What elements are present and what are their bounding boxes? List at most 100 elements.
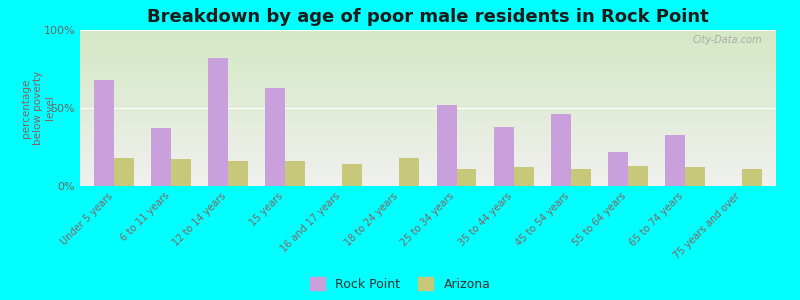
- Bar: [80, 85, 776, 86]
- Bar: [208, 58, 228, 186]
- Bar: [80, 181, 776, 183]
- Bar: [80, 124, 776, 125]
- Bar: [80, 88, 776, 89]
- Bar: [80, 64, 776, 66]
- Bar: [80, 33, 776, 35]
- Bar: [80, 161, 776, 163]
- Bar: [80, 110, 776, 111]
- Bar: [80, 32, 776, 33]
- Bar: [80, 119, 776, 121]
- Bar: [80, 178, 776, 180]
- Bar: [80, 130, 776, 131]
- Bar: [80, 173, 776, 175]
- Bar: [80, 166, 776, 167]
- Bar: [80, 100, 776, 102]
- Bar: [80, 128, 776, 130]
- Bar: [80, 106, 776, 108]
- Bar: [80, 46, 776, 47]
- Bar: [80, 86, 776, 88]
- Bar: [514, 167, 534, 186]
- Bar: [685, 167, 705, 186]
- Bar: [80, 108, 776, 110]
- Bar: [80, 58, 776, 60]
- Bar: [80, 164, 776, 166]
- Bar: [94, 80, 114, 186]
- Bar: [80, 69, 776, 70]
- Bar: [80, 52, 776, 53]
- Bar: [80, 133, 776, 134]
- Bar: [80, 160, 776, 161]
- Bar: [80, 60, 776, 61]
- Bar: [80, 156, 776, 158]
- Bar: [80, 80, 776, 82]
- Bar: [80, 175, 776, 177]
- Bar: [80, 82, 776, 83]
- Bar: [80, 127, 776, 128]
- Bar: [80, 39, 776, 41]
- Bar: [80, 146, 776, 147]
- Bar: [80, 49, 776, 50]
- Bar: [266, 88, 286, 186]
- Text: City-Data.com: City-Data.com: [693, 35, 762, 45]
- Bar: [80, 111, 776, 113]
- Bar: [80, 150, 776, 152]
- Bar: [80, 99, 776, 100]
- Bar: [80, 170, 776, 172]
- Bar: [80, 141, 776, 142]
- Bar: [80, 91, 776, 92]
- Bar: [80, 55, 776, 56]
- Bar: [494, 127, 514, 186]
- Bar: [742, 169, 762, 186]
- Bar: [80, 134, 776, 136]
- Bar: [171, 160, 191, 186]
- Bar: [114, 158, 134, 186]
- Bar: [80, 95, 776, 97]
- Bar: [80, 139, 776, 141]
- Bar: [80, 172, 776, 173]
- Bar: [80, 68, 776, 69]
- Bar: [80, 180, 776, 181]
- Bar: [80, 163, 776, 164]
- Bar: [457, 169, 477, 186]
- Bar: [80, 61, 776, 63]
- Bar: [80, 41, 776, 43]
- Bar: [80, 114, 776, 116]
- Bar: [80, 125, 776, 127]
- Bar: [80, 75, 776, 77]
- Bar: [286, 161, 306, 186]
- Bar: [342, 164, 362, 186]
- Bar: [80, 44, 776, 46]
- Bar: [80, 97, 776, 99]
- Bar: [608, 152, 628, 186]
- Bar: [80, 113, 776, 114]
- Bar: [80, 122, 776, 124]
- Bar: [570, 169, 590, 186]
- Bar: [80, 169, 776, 170]
- Bar: [80, 121, 776, 122]
- Bar: [80, 78, 776, 80]
- Title: Breakdown by age of poor male residents in Rock Point: Breakdown by age of poor male residents …: [147, 8, 709, 26]
- Bar: [80, 117, 776, 119]
- Bar: [80, 70, 776, 72]
- Y-axis label: percentage
below poverty
level: percentage below poverty level: [22, 71, 54, 145]
- Bar: [80, 183, 776, 184]
- Bar: [80, 53, 776, 55]
- Bar: [80, 131, 776, 133]
- Bar: [80, 83, 776, 85]
- Bar: [80, 177, 776, 178]
- Bar: [80, 105, 776, 106]
- Bar: [80, 148, 776, 150]
- Bar: [437, 105, 457, 186]
- Bar: [80, 38, 776, 39]
- Bar: [80, 136, 776, 138]
- Bar: [151, 128, 171, 186]
- Bar: [80, 47, 776, 49]
- Bar: [80, 77, 776, 78]
- Bar: [80, 167, 776, 169]
- Bar: [80, 153, 776, 155]
- Bar: [550, 114, 570, 186]
- Bar: [80, 138, 776, 139]
- Bar: [80, 116, 776, 117]
- Bar: [628, 166, 648, 186]
- Bar: [80, 103, 776, 105]
